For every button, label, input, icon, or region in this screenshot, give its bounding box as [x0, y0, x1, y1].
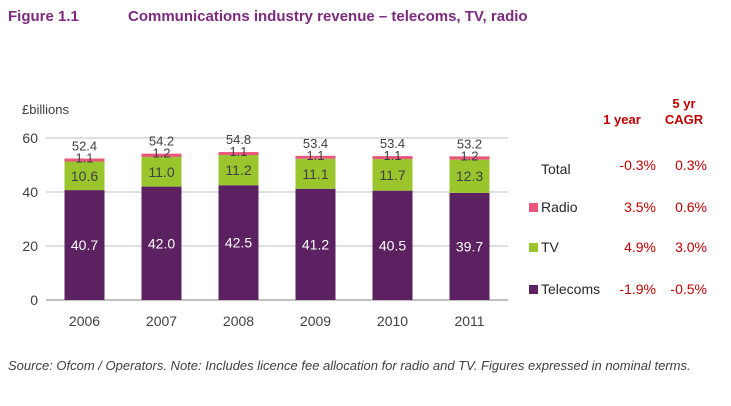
x-tick-label: 2010 — [377, 313, 408, 329]
bar-segment-radio — [64, 158, 105, 162]
y-tick-label: 40 — [22, 184, 38, 200]
bar-segment-telecoms — [295, 188, 336, 300]
cagr-value: 0.3% — [675, 157, 707, 173]
cagr-value: 3.0% — [675, 239, 707, 255]
bar-segment-tv — [295, 158, 336, 189]
legend-label-radio: Radio — [541, 199, 578, 215]
data-label-tv: 11.1 — [302, 166, 328, 182]
legend-swatch-radio — [529, 203, 538, 212]
figure-title: Communications industry revenue – teleco… — [128, 8, 528, 25]
source-note: Source: Ofcom / Operators. Note: Include… — [8, 358, 691, 373]
bar-segment-radio — [372, 156, 413, 160]
legend-swatch-tv — [529, 243, 538, 252]
data-label-radio: 1.1 — [229, 144, 247, 159]
x-tick-label: 2009 — [300, 313, 331, 329]
data-label-tv: 10.6 — [71, 168, 98, 184]
data-label-tv: 12.3 — [456, 168, 483, 184]
data-label-total: 53.4 — [303, 136, 328, 151]
data-label-radio: 1.2 — [460, 148, 478, 163]
data-label-tv: 11.0 — [148, 164, 174, 180]
data-label-telecoms: 40.5 — [379, 237, 406, 253]
bar-segment-radio — [295, 155, 336, 159]
bar-segment-tv — [449, 159, 490, 193]
bar-segment-tv — [64, 161, 105, 191]
y-tick-label: 0 — [30, 292, 38, 308]
data-label-telecoms: 40.7 — [71, 237, 98, 253]
cagr-header-line2: CAGR — [664, 112, 704, 127]
bar-segment-radio — [141, 153, 182, 157]
data-label-total: 54.8 — [226, 132, 251, 147]
x-tick-label: 2011 — [454, 313, 484, 329]
y-tick-label: 60 — [22, 130, 38, 146]
data-label-total: 54.2 — [149, 134, 174, 149]
data-label-telecoms: 42.0 — [148, 235, 175, 251]
x-tick-label: 2007 — [146, 313, 177, 329]
cagr-header-line1: 5 yr — [672, 96, 696, 111]
data-label-total: 53.2 — [457, 136, 482, 151]
x-tick-label: 2008 — [223, 313, 254, 329]
legend-label-total: Total — [541, 161, 571, 177]
bar-segment-telecoms — [372, 190, 413, 300]
y-axis-label: £billions — [22, 102, 69, 117]
bar-segment-telecoms — [141, 186, 182, 300]
legend-label-tv: TV — [541, 239, 560, 255]
bar-segment-tv — [372, 159, 413, 191]
data-label-radio: 1.1 — [75, 151, 93, 166]
data-label-telecoms: 41.2 — [302, 236, 329, 252]
legend-label-telecoms: Telecoms — [541, 281, 600, 297]
bar-segment-telecoms — [449, 192, 490, 300]
data-label-tv: 11.2 — [225, 162, 251, 178]
data-label-radio: 1.1 — [306, 148, 324, 163]
one-year-header: 1 year — [603, 112, 641, 127]
one-year-value: -1.9% — [619, 281, 656, 297]
bar-segment-tv — [218, 155, 259, 186]
x-tick-label: 2006 — [69, 313, 100, 329]
data-label-telecoms: 39.7 — [456, 238, 483, 254]
cagr-value: 0.6% — [675, 199, 707, 215]
cagr-header: 5 yr CAGR — [656, 96, 712, 128]
bar-segment-radio — [449, 156, 490, 160]
data-label-radio: 1.1 — [383, 148, 401, 163]
one-year-value: 4.9% — [624, 239, 656, 255]
bar-segment-tv — [141, 156, 182, 187]
cagr-value: -0.5% — [670, 281, 707, 297]
bar-segment-telecoms — [64, 190, 105, 300]
data-label-tv: 11.7 — [379, 167, 405, 183]
bar-segment-telecoms — [218, 185, 259, 300]
data-label-total: 53.4 — [380, 136, 405, 151]
data-label-telecoms: 42.5 — [225, 235, 252, 251]
data-label-total: 52.4 — [72, 139, 97, 154]
one-year-value: -0.3% — [619, 157, 656, 173]
bar-segment-radio — [218, 152, 259, 156]
y-tick-label: 20 — [22, 238, 38, 254]
data-label-radio: 1.2 — [152, 146, 170, 161]
figure-number: Figure 1.1 — [8, 8, 79, 25]
legend-swatch-telecoms — [529, 285, 538, 294]
one-year-value: 3.5% — [624, 199, 656, 215]
